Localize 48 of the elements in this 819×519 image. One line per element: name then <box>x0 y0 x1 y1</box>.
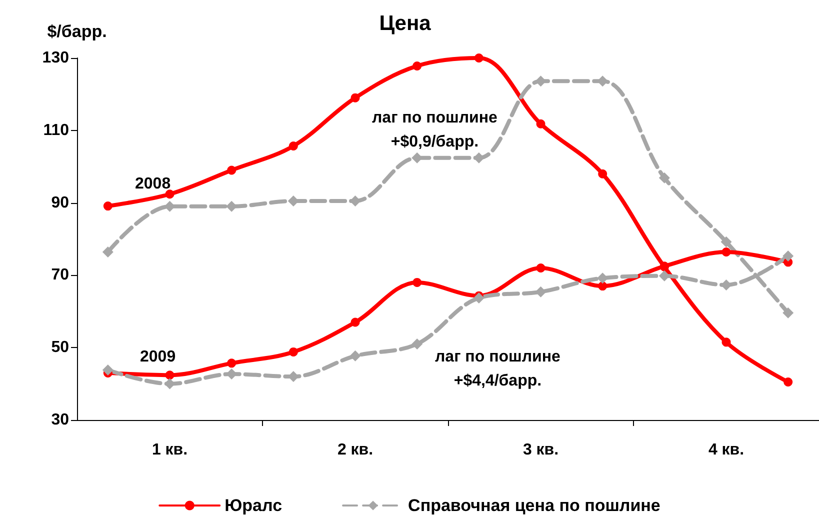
x-tick-label: 4 кв. <box>708 442 744 458</box>
y-tick-label: 30 <box>51 412 70 428</box>
y-tick-label: 70 <box>51 266 70 284</box>
point <box>350 350 361 362</box>
point <box>598 169 608 178</box>
point <box>288 141 298 150</box>
point <box>536 263 546 272</box>
y-tick-label: 130 <box>42 50 70 66</box>
point <box>782 307 794 318</box>
point <box>720 236 732 248</box>
point <box>350 93 360 102</box>
point <box>598 282 608 291</box>
point <box>412 338 423 350</box>
point <box>103 202 112 211</box>
point <box>784 377 793 386</box>
point <box>535 286 546 298</box>
point <box>658 270 670 282</box>
point <box>165 370 174 380</box>
point <box>722 248 731 257</box>
point <box>102 246 114 258</box>
point <box>350 318 360 327</box>
point <box>412 61 422 70</box>
x-tick-label: 1 кв. <box>152 442 188 458</box>
annotation: лаг по пошлине +$4,4/барр. <box>435 348 560 390</box>
y-tick-label: 90 <box>51 194 70 212</box>
point <box>722 338 731 347</box>
x-tick-label: 3 кв. <box>522 442 559 458</box>
x-tick-label: 2 кв. <box>337 442 374 458</box>
point <box>782 250 794 262</box>
point <box>473 292 484 304</box>
annotation: лаг по пошлине +$0,9/барр. <box>372 110 498 150</box>
point <box>165 190 174 199</box>
point <box>474 54 484 62</box>
point <box>102 364 114 376</box>
annotation: 2008 <box>135 176 171 192</box>
y-axis-title: $/барр. <box>47 22 107 41</box>
legend-label: Справочная цена по пошлине <box>408 496 660 515</box>
chart-title: Цена <box>379 12 432 35</box>
point <box>288 347 298 356</box>
point <box>227 358 236 368</box>
point <box>227 166 236 175</box>
point <box>658 172 670 184</box>
point <box>536 119 546 128</box>
point <box>412 278 422 287</box>
annotation: 2009 <box>140 348 176 366</box>
legend-label: Юралс <box>224 496 282 515</box>
y-tick-label: 110 <box>43 122 70 139</box>
y-tick-label: 50 <box>51 339 70 356</box>
